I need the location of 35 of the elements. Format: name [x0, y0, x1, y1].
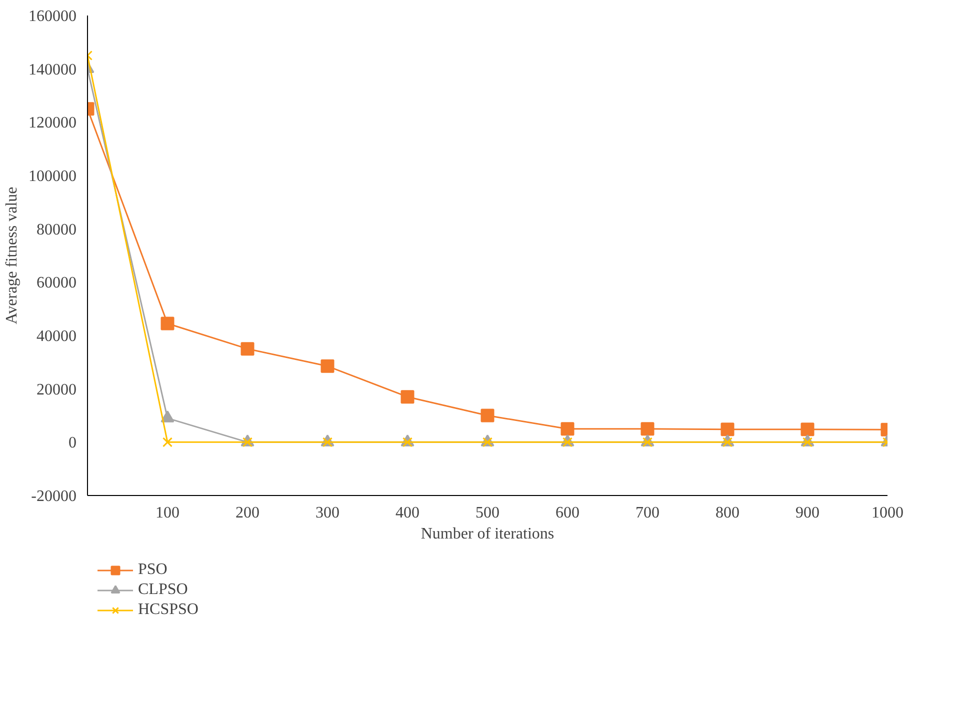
y-tick-label: 20000 — [36, 381, 76, 398]
x-tick-label: 600 — [556, 504, 580, 522]
legend-label: HCSPSO — [138, 601, 198, 619]
point — [800, 422, 814, 436]
y-tick-label: 80000 — [36, 221, 76, 238]
y-tick-label: 100000 — [28, 168, 76, 185]
x-tick-label: 900 — [796, 504, 820, 522]
y-tick-label: 140000 — [28, 61, 76, 78]
x-tick-label: 400 — [396, 504, 420, 522]
point — [160, 316, 174, 330]
y-tick-label: 160000 — [28, 8, 76, 25]
x-tick-label: 700 — [636, 504, 660, 522]
point — [162, 437, 172, 448]
point — [480, 408, 494, 422]
point — [240, 342, 254, 356]
y-tick-label: 0 — [68, 434, 76, 452]
point — [640, 422, 654, 436]
point — [400, 390, 414, 404]
x-tick-label: 200 — [236, 504, 260, 522]
x-tick-label: 300 — [316, 504, 340, 522]
y-tick-label: 40000 — [36, 328, 76, 345]
x-axis-title: Number of iterations — [420, 526, 554, 542]
y-axis-title: Average fitness value — [4, 186, 20, 324]
legend-label: CLPSO — [138, 581, 188, 599]
y-tick-label: 120000 — [28, 114, 76, 132]
x-tick-label: 100 — [156, 504, 180, 522]
point — [720, 422, 734, 436]
x-tick-label: 1000 — [872, 504, 904, 522]
legend-label: PSO — [138, 561, 168, 579]
y-tick-label: 60000 — [36, 274, 76, 292]
x-tick-label: 800 — [716, 504, 740, 522]
point — [320, 359, 334, 373]
y-tick-label: -20000 — [31, 488, 76, 505]
point — [560, 422, 574, 436]
x-tick-label: 500 — [476, 504, 500, 522]
